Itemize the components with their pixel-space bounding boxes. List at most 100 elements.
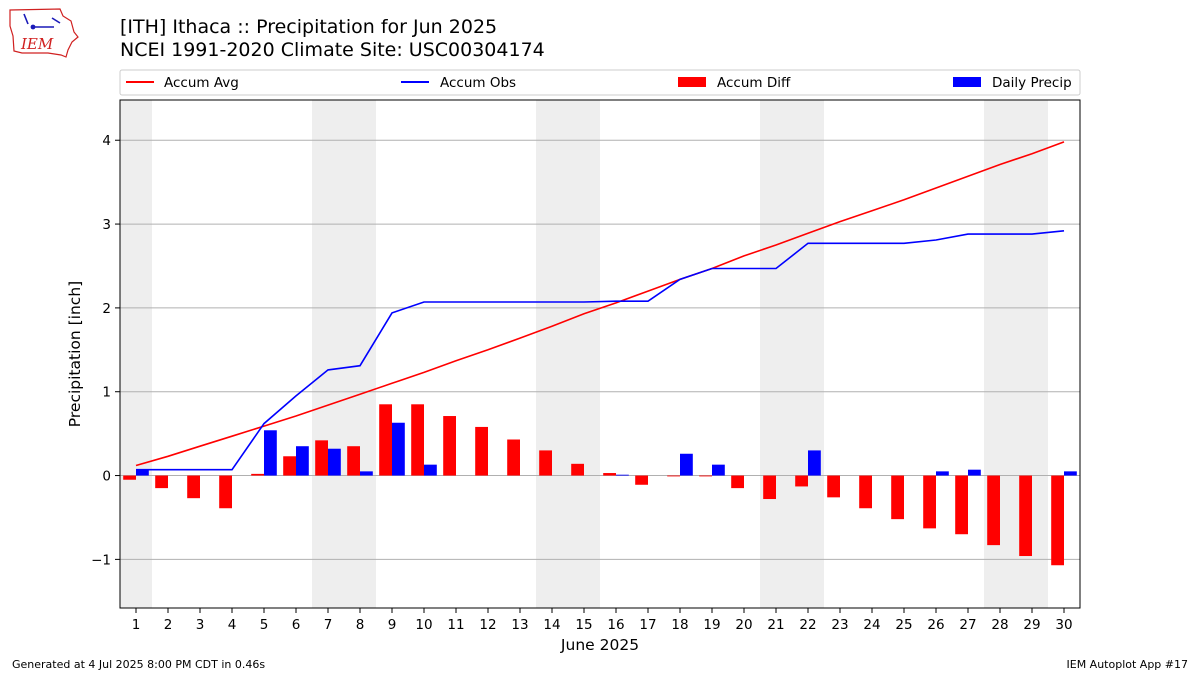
x-tick-label: 8	[356, 617, 365, 633]
app-credit: IEM Autoplot App #17	[1066, 658, 1189, 671]
x-tick-label: 18	[671, 617, 688, 633]
accum-diff-bar	[155, 475, 168, 489]
weekend-shade	[344, 100, 376, 608]
accum-diff-bar	[219, 475, 232, 509]
accum-diff-bar	[731, 475, 744, 489]
weekend-shade	[792, 100, 824, 608]
accum-diff-bar	[379, 404, 392, 476]
y-tick-label: 3	[102, 217, 111, 233]
accum-diff-bar	[315, 440, 328, 476]
x-tick-label: 20	[735, 617, 752, 633]
legend-label-accum-obs: Accum Obs	[440, 75, 516, 91]
iem-logo: IEM	[9, 8, 79, 58]
accum-diff-bar	[123, 475, 136, 480]
daily-precip-bar	[296, 446, 309, 476]
accum-avg-line	[135, 141, 1065, 467]
legend-diff-swatch	[678, 77, 706, 87]
chart-title: [ITH] Ithaca :: Precipitation for Jun 20…	[120, 16, 498, 38]
x-tick-label: 19	[703, 617, 720, 633]
x-tick-label: 14	[543, 617, 560, 633]
accum-diff-bar	[539, 450, 552, 476]
accum-diff-bar	[347, 446, 360, 476]
accum-diff-bar	[603, 473, 616, 476]
accum-diff-bar	[923, 475, 936, 529]
accum-diff-bar	[699, 475, 712, 477]
daily-precip-bar	[360, 471, 373, 476]
x-tick-label: 17	[639, 617, 656, 633]
x-tick-label: 2	[164, 617, 173, 633]
accum-diff-bar	[411, 404, 424, 476]
x-tick-label: 3	[196, 617, 205, 633]
x-tick-label: 26	[927, 617, 944, 633]
x-tick-label: 1	[132, 617, 141, 633]
x-tick-label: 10	[415, 617, 432, 633]
accum-diff-bar	[827, 475, 840, 498]
accum-diff-bar	[283, 456, 296, 476]
accum-diff-bar	[1051, 475, 1064, 566]
legend-label-accum-diff: Accum Diff	[717, 75, 791, 91]
daily-precip-bar	[392, 422, 405, 476]
accum-diff-bar	[251, 473, 264, 476]
x-tick-label: 6	[292, 617, 301, 633]
accum-diff-bar	[667, 475, 680, 477]
accum-diff-bar	[1019, 475, 1032, 557]
daily-precip-bar	[616, 474, 629, 476]
y-tick-label: 0	[102, 469, 111, 485]
x-tick-label: 9	[388, 617, 397, 633]
weekend-shade	[312, 100, 344, 608]
x-tick-label: 15	[575, 617, 592, 633]
accum-diff-bar	[987, 475, 1000, 546]
daily-precip-bar	[264, 430, 277, 476]
accum-diff-bar	[571, 463, 584, 476]
accum-diff-bar	[475, 426, 488, 476]
accum-diff-bar	[763, 475, 776, 500]
y-tick-label: 2	[102, 301, 111, 317]
x-tick-label: 29	[1023, 617, 1040, 633]
x-tick-label: 4	[228, 617, 237, 633]
legend-label-daily-precip: Daily Precip	[992, 75, 1072, 91]
y-tick-label: −1	[91, 552, 111, 568]
accum-obs-line	[136, 230, 1065, 471]
daily-precip-bar	[328, 448, 341, 476]
daily-precip-bar	[808, 450, 821, 476]
x-tick-label: 13	[511, 617, 528, 633]
x-tick-label: 24	[863, 617, 880, 633]
accum-diff-bar	[187, 475, 200, 499]
generated-timestamp: Generated at 4 Jul 2025 8:00 PM CDT in 0…	[12, 658, 266, 671]
chart-subtitle: NCEI 1991-2020 Climate Site: USC00304174	[120, 39, 545, 61]
daily-precip-bar	[136, 469, 149, 476]
x-tick-label: 5	[260, 617, 269, 633]
x-tick-label: 7	[324, 617, 333, 633]
accum-diff-bar	[443, 416, 456, 476]
weekend-shade	[536, 100, 568, 608]
accum-diff-bar	[507, 439, 520, 476]
y-tick-label: 1	[102, 385, 111, 401]
daily-precip-bar	[712, 464, 725, 476]
legend-daily-swatch	[953, 77, 981, 87]
accum-diff-bar	[955, 475, 968, 535]
y-axis-label: Precipitation [inch]	[66, 281, 84, 427]
x-tick-label: 25	[895, 617, 912, 633]
daily-precip-bar	[936, 471, 949, 476]
x-tick-label: 27	[959, 617, 976, 633]
weekend-shade	[120, 100, 152, 608]
plot-frame	[119, 99, 1081, 609]
x-tick-label: 12	[479, 617, 496, 633]
x-tick-label: 30	[1055, 617, 1072, 633]
svg-text:IEM: IEM	[20, 35, 54, 53]
accum-diff-bar	[891, 475, 904, 520]
daily-precip-bar	[424, 464, 437, 476]
accum-diff-bar	[859, 475, 872, 509]
daily-precip-bar	[680, 453, 693, 476]
legend-box	[119, 69, 1081, 96]
x-tick-label: 23	[831, 617, 848, 633]
x-tick-label: 16	[607, 617, 624, 633]
y-tick-label: 4	[102, 133, 111, 149]
x-tick-label: 28	[991, 617, 1008, 633]
daily-precip-bar	[968, 469, 981, 476]
daily-precip-bar	[1064, 471, 1077, 476]
accum-diff-bar	[635, 475, 648, 485]
accum-diff-bar	[795, 475, 808, 487]
x-tick-label: 11	[447, 617, 464, 633]
